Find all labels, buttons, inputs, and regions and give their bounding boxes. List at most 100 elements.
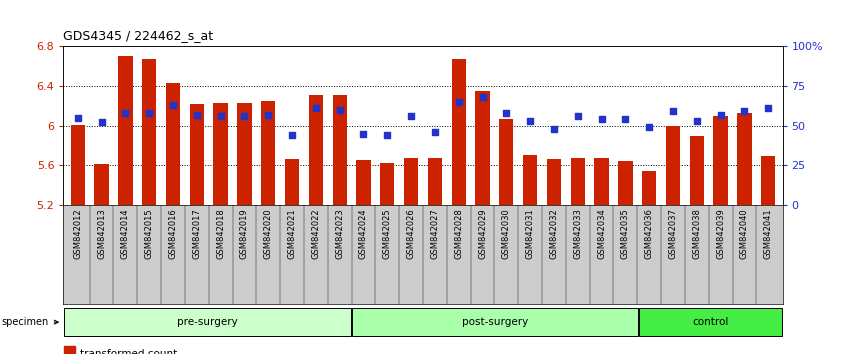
Bar [713, 116, 728, 205]
Point [332, 107, 346, 113]
Text: GSM842020: GSM842020 [264, 208, 272, 259]
Point [118, 110, 132, 116]
Bar [547, 159, 561, 205]
Point [285, 132, 299, 138]
Bar [738, 113, 751, 205]
Point [95, 120, 108, 125]
Text: GSM842027: GSM842027 [431, 208, 439, 259]
Text: GSM842021: GSM842021 [288, 208, 297, 259]
Text: GSM842034: GSM842034 [597, 208, 606, 259]
Bar [761, 155, 776, 205]
Text: GSM842013: GSM842013 [97, 208, 106, 259]
Point [761, 105, 775, 111]
Point [357, 131, 371, 136]
Bar [642, 171, 656, 205]
Bar [452, 59, 466, 205]
Point [142, 110, 156, 116]
Text: GSM842015: GSM842015 [145, 208, 154, 259]
Point [500, 110, 514, 116]
Bar [571, 158, 585, 205]
Point [71, 115, 85, 120]
Text: GSM842012: GSM842012 [74, 208, 82, 259]
Text: GSM842031: GSM842031 [525, 208, 535, 259]
Text: GSM842024: GSM842024 [359, 208, 368, 259]
Point [428, 129, 442, 135]
Bar [64, 346, 74, 354]
Point [475, 94, 489, 100]
Point [404, 113, 418, 119]
Bar [142, 59, 157, 205]
Bar [261, 101, 275, 205]
Text: GSM842030: GSM842030 [502, 208, 511, 259]
Point [738, 108, 751, 114]
Text: GSM842029: GSM842029 [478, 208, 487, 259]
Point [238, 113, 251, 119]
Bar [166, 83, 180, 205]
Bar [380, 162, 394, 205]
Point [714, 112, 728, 117]
Point [261, 112, 275, 117]
Text: GSM842016: GSM842016 [168, 208, 178, 259]
Text: GSM842026: GSM842026 [407, 208, 415, 259]
Text: GSM842028: GSM842028 [454, 208, 464, 259]
Point [667, 108, 680, 114]
Bar [618, 160, 633, 205]
Text: transformed count: transformed count [80, 349, 178, 354]
Point [452, 99, 465, 105]
Bar [309, 95, 323, 205]
Bar [640, 308, 782, 336]
Point [190, 112, 204, 117]
Text: GSM842033: GSM842033 [574, 208, 582, 259]
Point [618, 116, 632, 122]
Bar [213, 103, 228, 205]
Point [571, 113, 585, 119]
Bar [595, 158, 609, 205]
Bar [285, 159, 299, 205]
Bar [70, 125, 85, 205]
Text: GSM842014: GSM842014 [121, 208, 129, 259]
Point [690, 118, 704, 124]
Point [547, 126, 561, 132]
Bar [689, 136, 704, 205]
Bar [190, 104, 204, 205]
Bar [404, 158, 418, 205]
Bar [666, 126, 680, 205]
Text: post-surgery: post-surgery [462, 317, 528, 327]
Point [309, 105, 322, 111]
Bar [95, 165, 108, 205]
Text: GSM842041: GSM842041 [764, 208, 772, 259]
Bar [475, 91, 490, 205]
Point [524, 118, 537, 124]
Text: GSM842036: GSM842036 [645, 208, 654, 259]
Text: specimen: specimen [1, 317, 58, 327]
Point [166, 102, 179, 108]
Bar [332, 95, 347, 205]
Bar [64, 308, 350, 336]
Bar [356, 160, 371, 205]
Text: GSM842037: GSM842037 [668, 208, 678, 259]
Point [642, 124, 656, 130]
Point [381, 132, 394, 138]
Text: GSM842039: GSM842039 [717, 208, 725, 259]
Point [595, 116, 608, 122]
Bar [237, 103, 251, 205]
Point [214, 113, 228, 119]
Bar [118, 56, 133, 205]
Bar [523, 155, 537, 205]
Text: GSM842018: GSM842018 [216, 208, 225, 259]
Text: GSM842022: GSM842022 [311, 208, 321, 259]
Text: GSM842035: GSM842035 [621, 208, 630, 259]
Text: GSM842017: GSM842017 [192, 208, 201, 259]
Bar [428, 158, 442, 205]
Text: GSM842032: GSM842032 [549, 208, 558, 259]
Text: GSM842038: GSM842038 [692, 208, 701, 259]
Text: control: control [693, 317, 728, 327]
Bar [499, 119, 514, 205]
Text: pre-surgery: pre-surgery [177, 317, 238, 327]
Text: GSM842025: GSM842025 [382, 208, 392, 259]
Text: GSM842023: GSM842023 [335, 208, 344, 259]
Text: GSM842040: GSM842040 [740, 208, 749, 259]
Bar [352, 308, 638, 336]
Text: GSM842019: GSM842019 [240, 208, 249, 259]
Text: GDS4345 / 224462_s_at: GDS4345 / 224462_s_at [63, 29, 213, 42]
